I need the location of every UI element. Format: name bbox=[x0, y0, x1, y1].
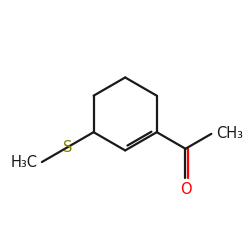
Text: O: O bbox=[180, 182, 191, 197]
Text: CH₃: CH₃ bbox=[216, 126, 243, 141]
Text: H₃C: H₃C bbox=[10, 154, 38, 170]
Text: S: S bbox=[63, 140, 72, 154]
